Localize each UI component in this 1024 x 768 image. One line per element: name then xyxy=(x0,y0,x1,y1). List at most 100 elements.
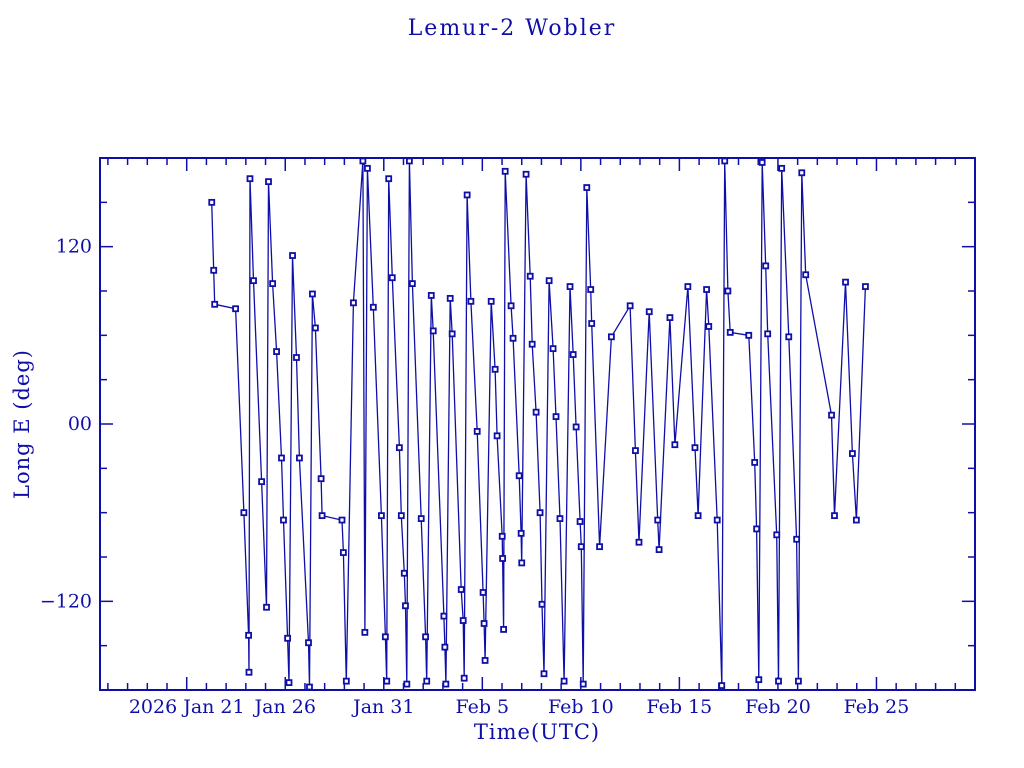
data-point-marker xyxy=(378,512,385,520)
data-point-marker xyxy=(463,191,471,199)
data-point-marker xyxy=(532,408,540,416)
data-point-marker xyxy=(556,515,564,522)
data-point-marker xyxy=(258,478,265,486)
data-point-marker xyxy=(442,680,450,688)
data-point-marker xyxy=(448,330,456,338)
data-point-marker xyxy=(263,603,270,611)
data-point-marker xyxy=(758,159,766,166)
data-point-marker xyxy=(691,444,699,452)
data-point-marker xyxy=(596,543,603,551)
data-point-marker xyxy=(460,674,468,682)
data-point-marker xyxy=(518,559,526,567)
data-point-marker xyxy=(795,677,802,685)
data-point-marker xyxy=(208,198,216,206)
data-point-marker xyxy=(526,272,534,280)
data-point-marker xyxy=(350,299,357,307)
x-tick-label: Jan 26 xyxy=(253,696,316,718)
data-point-marker xyxy=(338,516,346,524)
data-point-marker xyxy=(289,252,296,259)
data-point-marker xyxy=(481,657,489,664)
data-point-marker xyxy=(305,639,312,647)
data-point-marker xyxy=(703,286,710,293)
plot-frame xyxy=(99,157,976,691)
data-point-marker xyxy=(459,617,467,624)
data-point-marker xyxy=(785,333,793,341)
data-point-marker xyxy=(499,555,507,562)
data-point-marker xyxy=(429,327,437,335)
x-tick-label: Jan 31 xyxy=(351,696,414,718)
x-tick-label: Feb 25 xyxy=(844,696,910,718)
data-point-marker xyxy=(655,546,663,554)
data-point-marker xyxy=(491,365,499,373)
y-tick-label: −120 xyxy=(40,590,92,612)
data-point-marker xyxy=(385,175,393,183)
data-point-marker xyxy=(318,512,326,520)
data-point-marker xyxy=(671,441,679,449)
data-point-marker xyxy=(751,459,759,466)
data-point-marker xyxy=(388,274,396,282)
data-point-marker xyxy=(240,509,248,517)
data-point-marker xyxy=(397,512,405,520)
y-tick-label: 120 xyxy=(56,236,92,258)
data-point-marker xyxy=(500,626,508,633)
data-point-marker xyxy=(395,444,403,452)
data-point-marker xyxy=(528,340,536,348)
data-point-marker xyxy=(284,634,292,642)
data-point-marker xyxy=(422,633,429,641)
data-point-marker xyxy=(406,158,413,165)
data-point-marker xyxy=(285,679,293,687)
y-tick-label: 00 xyxy=(68,413,92,435)
data-point-marker xyxy=(306,683,313,690)
data-point-marker xyxy=(403,680,411,688)
data-point-marker xyxy=(842,278,849,286)
data-point-marker xyxy=(517,529,525,537)
data-point-marker xyxy=(408,280,416,288)
data-point-marker xyxy=(381,633,389,641)
data-point-marker xyxy=(583,184,591,191)
data-point-marker xyxy=(440,612,448,620)
data-point-marker xyxy=(250,277,257,285)
data-point-marker xyxy=(540,670,548,678)
data-point-marker xyxy=(280,516,287,524)
y-axis-label: Long E (deg) xyxy=(10,349,34,499)
data-point-marker xyxy=(773,531,781,539)
data-point-marker xyxy=(479,589,487,596)
data-point-marker xyxy=(273,348,280,355)
data-point-marker xyxy=(402,602,409,610)
data-point-marker xyxy=(745,331,753,339)
data-point-marker xyxy=(560,677,568,685)
data-point-marker xyxy=(309,290,316,298)
data-point-marker xyxy=(383,677,391,685)
data-point-marker xyxy=(278,454,285,462)
data-point-marker xyxy=(487,297,495,305)
data-point-marker xyxy=(342,677,350,685)
data-point-marker xyxy=(793,535,801,543)
data-point-marker xyxy=(457,586,465,593)
data-point-marker xyxy=(626,302,634,310)
data-point-marker xyxy=(705,323,713,330)
data-point-marker xyxy=(493,432,501,440)
longitude-series-line xyxy=(211,160,867,688)
data-point-marker xyxy=(713,516,721,524)
data-point-marker xyxy=(211,300,219,308)
data-point-marker xyxy=(361,628,369,636)
data-point-marker xyxy=(423,677,431,685)
data-point-marker xyxy=(480,620,488,627)
chart-title: Lemur-2 Wobler xyxy=(407,16,617,41)
data-point-marker xyxy=(265,178,272,186)
data-point-marker xyxy=(718,682,726,689)
data-point-marker xyxy=(245,668,253,676)
data-point-marker xyxy=(467,297,475,305)
data-point-marker xyxy=(635,538,643,546)
data-point-marker xyxy=(296,454,303,462)
data-point-marker xyxy=(572,423,580,431)
data-point-marker xyxy=(509,334,517,342)
data-point-marker xyxy=(654,516,662,524)
x-tick-label: 2026 Jan 21 xyxy=(129,696,245,718)
data-point-marker xyxy=(775,677,782,685)
data-point-marker xyxy=(588,320,596,327)
data-layer xyxy=(211,160,867,688)
data-point-marker xyxy=(441,643,449,651)
data-point-marker xyxy=(400,569,408,577)
x-tick-label: Feb 10 xyxy=(548,696,614,718)
